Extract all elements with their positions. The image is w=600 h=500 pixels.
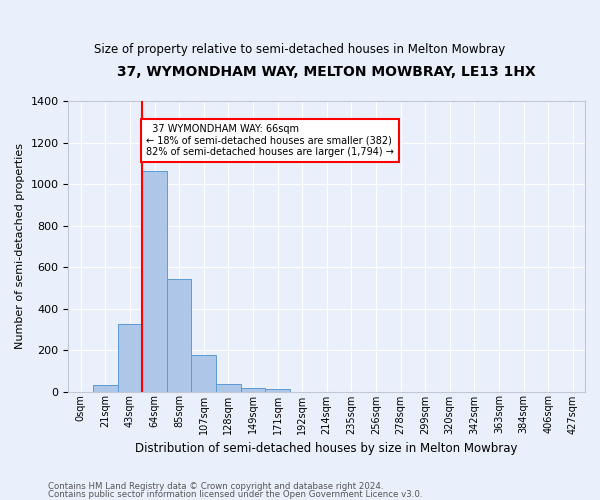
Bar xyxy=(93,386,118,392)
Text: Contains public sector information licensed under the Open Government Licence v3: Contains public sector information licen… xyxy=(48,490,422,499)
Text: Size of property relative to semi-detached houses in Melton Mowbray: Size of property relative to semi-detach… xyxy=(94,42,506,56)
Bar xyxy=(167,280,191,392)
Y-axis label: Number of semi-detached properties: Number of semi-detached properties xyxy=(15,144,25,350)
Bar xyxy=(118,324,142,392)
X-axis label: Distribution of semi-detached houses by size in Melton Mowbray: Distribution of semi-detached houses by … xyxy=(136,442,518,455)
Bar xyxy=(265,389,290,392)
Text: 37 WYMONDHAM WAY: 66sqm
← 18% of semi-detached houses are smaller (382)
82% of s: 37 WYMONDHAM WAY: 66sqm ← 18% of semi-de… xyxy=(146,124,394,157)
Title: 37, WYMONDHAM WAY, MELTON MOWBRAY, LE13 1HX: 37, WYMONDHAM WAY, MELTON MOWBRAY, LE13 … xyxy=(118,65,536,79)
Bar xyxy=(216,384,241,392)
Bar xyxy=(142,170,167,392)
Bar xyxy=(241,388,265,392)
Bar xyxy=(191,354,216,392)
Text: Contains HM Land Registry data © Crown copyright and database right 2024.: Contains HM Land Registry data © Crown c… xyxy=(48,482,383,491)
